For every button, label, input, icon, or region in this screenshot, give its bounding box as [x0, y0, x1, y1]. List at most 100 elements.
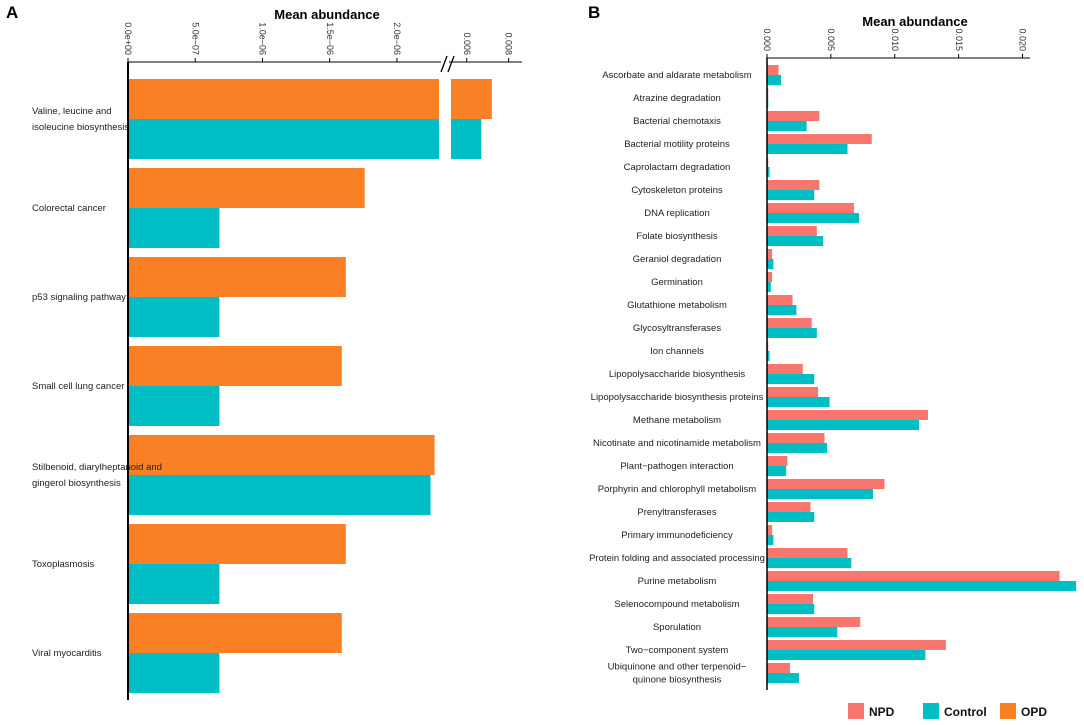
- bar-a-control-valine-leucine-and-isoleucine-biosynthesis: [128, 119, 439, 159]
- category-label-a-small-cell-lung-cancer: Small cell lung cancer: [32, 381, 124, 392]
- category-label-b-ubiquinone-and-other-terpenoid-quinone-biosynthesis-line2: quinone biosynthesis: [633, 675, 722, 686]
- bar-b-control-two-component-system: [767, 650, 926, 660]
- category-label-b-primary-immunodeficiency: Primary immunodeficiency: [621, 530, 733, 541]
- bar-b-npd-purine-metabolism: [767, 571, 1060, 581]
- bar-b-control-prenyltransferases: [767, 512, 815, 522]
- bar-a-opd-toxoplasmosis: [128, 524, 346, 564]
- category-label-a-p53-signaling-pathway: p53 signaling pathway: [32, 292, 126, 303]
- bar-b-control-lipopolysaccharide-biosynthesis: [767, 374, 815, 384]
- category-label-b-protein-folding-and-associated-processing: Protein folding and associated processin…: [589, 553, 765, 564]
- bar-a-control-valine-leucine-and-isoleucine-biosynthesis-extension: [451, 119, 482, 159]
- x-tick-label-a: 0.006: [462, 32, 472, 55]
- legend: NPD Control OPD: [848, 703, 1047, 719]
- category-label-b-methane-metabolism: Methane metabolism: [633, 415, 721, 426]
- category-label-b-ascorbate-and-aldarate-metabolism: Ascorbate and aldarate metabolism: [602, 70, 752, 81]
- bar-b-control-methane-metabolism: [767, 420, 920, 430]
- bar-b-control-primary-immunodeficiency: [767, 535, 774, 545]
- bar-b-control-folate-biosynthesis: [767, 236, 824, 246]
- category-label-b-porphyrin-and-chlorophyll-metabolism: Porphyrin and chlorophyll metabolism: [598, 484, 756, 495]
- category-label-a-stilbenoid-diarylheptanoid-and-gingerol-biosynthesis-line1: Stilbenoid, diarylheptanoid and: [32, 462, 162, 473]
- category-label-b-ion-channels: Ion channels: [650, 346, 704, 357]
- category-label-b-bacterial-motility-proteins: Bacterial motility proteins: [624, 139, 730, 150]
- category-label-b-germination: Germination: [651, 277, 703, 288]
- x-tick-label-b: 0.010: [890, 28, 900, 51]
- category-label-a-valine-leucine-and-isoleucine-biosynthesis-line1: Valine, leucine and: [32, 106, 112, 117]
- bar-a-opd-valine-leucine-and-isoleucine-biosynthesis-extension: [451, 79, 492, 119]
- bar-b-npd-two-component-system: [767, 640, 946, 650]
- bar-b-control-porphyrin-and-chlorophyll-metabolism: [767, 489, 874, 499]
- x-tick-label-a: 5.0e−07: [190, 22, 200, 55]
- panel-a-letter: A: [6, 3, 18, 22]
- bar-b-control-geraniol-degradation: [767, 259, 774, 269]
- category-label-b-caprolactam-degradation: Caprolactam degradation: [624, 162, 731, 173]
- bar-b-control-ascorbate-and-aldarate-metabolism: [767, 75, 782, 85]
- panel-b-letter: B: [588, 3, 600, 22]
- bar-b-npd-porphyrin-and-chlorophyll-metabolism: [767, 479, 885, 489]
- category-label-b-geraniol-degradation: Geraniol degradation: [633, 254, 722, 265]
- bar-b-control-cytoskeleton-proteins: [767, 190, 815, 200]
- bar-b-npd-nicotinate-and-nicotinamide-metabolism: [767, 433, 825, 443]
- bar-b-control-glutathione-metabolism: [767, 305, 797, 315]
- bar-b-npd-cytoskeleton-proteins: [767, 180, 820, 190]
- x-tick-label-a: 0.0e+00: [123, 22, 133, 55]
- bar-b-control-lipopolysaccharide-biosynthesis-proteins: [767, 397, 830, 407]
- bar-b-npd-ascorbate-and-aldarate-metabolism: [767, 65, 779, 75]
- category-label-b-dna-replication: DNA replication: [644, 208, 709, 219]
- bar-b-npd-geraniol-degradation: [767, 249, 773, 259]
- bar-b-control-caprolactam-degradation: [767, 167, 770, 177]
- bar-b-npd-germination: [767, 272, 773, 282]
- bar-b-control-ion-channels: [767, 351, 770, 361]
- category-label-b-lipopolysaccharide-biosynthesis-proteins: Lipopolysaccharide biosynthesis proteins: [591, 392, 764, 403]
- bar-b-control-bacterial-chemotaxis: [767, 121, 807, 131]
- panel-a-axis-title: Mean abundance: [274, 7, 379, 22]
- category-label-a-stilbenoid-diarylheptanoid-and-gingerol-biosynthesis-line2: gingerol biosynthesis: [32, 478, 121, 489]
- legend-label-npd: NPD: [869, 705, 895, 719]
- category-label-b-glutathione-metabolism: Glutathione metabolism: [627, 300, 727, 311]
- bar-a-opd-colorectal-cancer: [128, 168, 365, 208]
- legend-swatch-opd: [1000, 703, 1016, 719]
- x-tick-label-a: 1.5e−06: [325, 22, 335, 55]
- category-label-b-bacterial-chemotaxis: Bacterial chemotaxis: [633, 116, 721, 127]
- category-label-b-glycosyltransferases: Glycosyltransferases: [633, 323, 721, 334]
- bar-a-control-p53-signaling-pathway: [128, 297, 220, 337]
- category-label-b-ubiquinone-and-other-terpenoid-quinone-biosynthesis-line1: Ubiquinone and other terpenoid−: [608, 662, 747, 673]
- bar-a-control-toxoplasmosis: [128, 564, 220, 604]
- bar-b-npd-ubiquinone-and-other-terpenoid-quinone-biosynthesis: [767, 663, 790, 673]
- legend-label-opd: OPD: [1021, 705, 1047, 719]
- bar-b-npd-prenyltransferases: [767, 502, 811, 512]
- category-label-a-valine-leucine-and-isoleucine-biosynthesis-line2: isoleucine biosynthesis: [32, 122, 129, 133]
- x-tick-label-b: 0.020: [1018, 28, 1028, 51]
- x-tick-label-b: 0.000: [762, 28, 772, 51]
- bar-b-control-germination: [767, 282, 771, 292]
- bar-a-control-colorectal-cancer: [128, 208, 220, 248]
- category-label-b-nicotinate-and-nicotinamide-metabolism: Nicotinate and nicotinamide metabolism: [593, 438, 761, 449]
- category-label-b-two-component-system: Two−component system: [626, 645, 729, 656]
- category-label-b-prenyltransferases: Prenyltransferases: [637, 507, 716, 518]
- axis-break-mark-a: [440, 55, 455, 73]
- bar-b-control-bacterial-motility-proteins: [767, 144, 848, 154]
- panel-b-chart: Ascorbate and aldarate metabolism Atrazin…: [589, 28, 1077, 690]
- bar-b-control-protein-folding-and-associated-processing: [767, 558, 852, 568]
- bar-b-control-glycosyltransferases: [767, 328, 817, 338]
- legend-swatch-npd: [848, 703, 864, 719]
- x-tick-label-a: 2.0e−06: [392, 22, 402, 55]
- category-label-b-plant-pathogen-interaction: Plant−pathogen interaction: [620, 461, 733, 472]
- bar-b-npd-lipopolysaccharide-biosynthesis: [767, 364, 803, 374]
- bar-a-control-stilbenoid-diarylheptanoid-and-gingerol-biosynthesis: [128, 475, 431, 515]
- x-tick-label-a: 1.0e−06: [258, 22, 268, 55]
- bar-b-control-sporulation: [767, 627, 838, 637]
- bar-b-npd-protein-folding-and-associated-processing: [767, 548, 848, 558]
- category-label-a-viral-myocarditis: Viral myocarditis: [32, 648, 102, 659]
- bar-b-npd-bacterial-chemotaxis: [767, 111, 820, 121]
- bar-b-control-dna-replication: [767, 213, 859, 223]
- panel-a-chart: Valine, leucine and isoleucine biosynthes…: [32, 22, 522, 700]
- category-label-b-sporulation: Sporulation: [653, 622, 701, 633]
- bar-b-npd-dna-replication: [767, 203, 854, 213]
- category-label-b-folate-biosynthesis: Folate biosynthesis: [636, 231, 718, 242]
- bar-b-npd-glutathione-metabolism: [767, 295, 793, 305]
- bar-b-npd-lipopolysaccharide-biosynthesis-proteins: [767, 387, 819, 397]
- bar-b-npd-folate-biosynthesis: [767, 226, 817, 236]
- category-label-a-toxoplasmosis: Toxoplasmosis: [32, 559, 95, 570]
- bar-b-control-selenocompound-metabolism: [767, 604, 815, 614]
